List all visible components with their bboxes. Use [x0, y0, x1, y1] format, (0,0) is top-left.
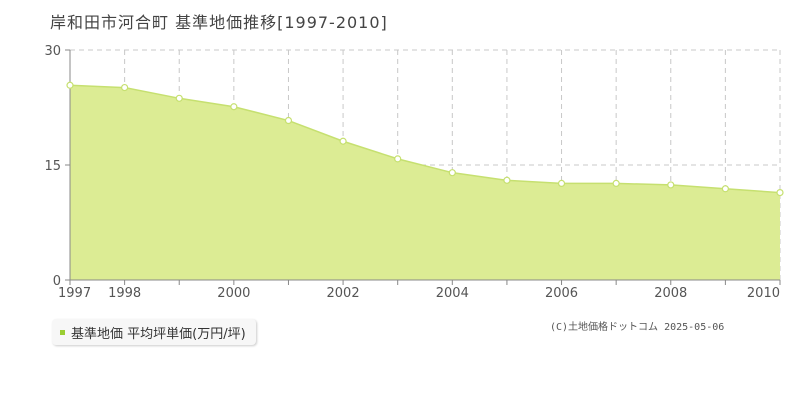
series-line: [69, 84, 781, 194]
y-tick-label: 0: [53, 274, 61, 289]
series-area: [70, 85, 780, 281]
chart-title: 岸和田市河合町 基準地価推移[1997-2010]: [50, 13, 388, 32]
legend-marker-icon: [60, 329, 65, 335]
data-point: [448, 169, 456, 177]
x-tick-label: 2010: [747, 286, 780, 301]
data-point: [612, 179, 620, 187]
x-tick-label: 1998: [108, 286, 141, 301]
x-tick-label: 2000: [217, 286, 250, 301]
data-point: [776, 189, 784, 197]
copyright-note: (C)土地価格ドットコム 2025-05-06: [550, 322, 725, 333]
data-point: [121, 83, 129, 92]
x-tick-label: 2006: [545, 286, 578, 301]
data-point: [394, 155, 402, 163]
legend-label: 基準地価 平均坪単価(万円/坪): [71, 326, 246, 342]
x-tick-label: 2004: [436, 286, 469, 301]
data-point: [557, 179, 566, 187]
legend: 基準地価 平均坪単価(万円/坪): [52, 319, 256, 345]
data-point: [284, 116, 293, 125]
x-tick-label: 1997: [58, 286, 91, 301]
data-point: [175, 94, 183, 102]
data-point: [503, 176, 511, 184]
data-point: [339, 137, 347, 145]
data-point: [230, 103, 238, 111]
data-point: [66, 81, 74, 89]
data-point: [721, 185, 729, 193]
data-point: [667, 181, 675, 189]
y-tick-label: 15: [44, 159, 61, 174]
y-tick-label: 30: [44, 44, 61, 59]
x-tick-label: 2002: [327, 286, 360, 301]
x-tick-label: 2008: [654, 286, 687, 301]
